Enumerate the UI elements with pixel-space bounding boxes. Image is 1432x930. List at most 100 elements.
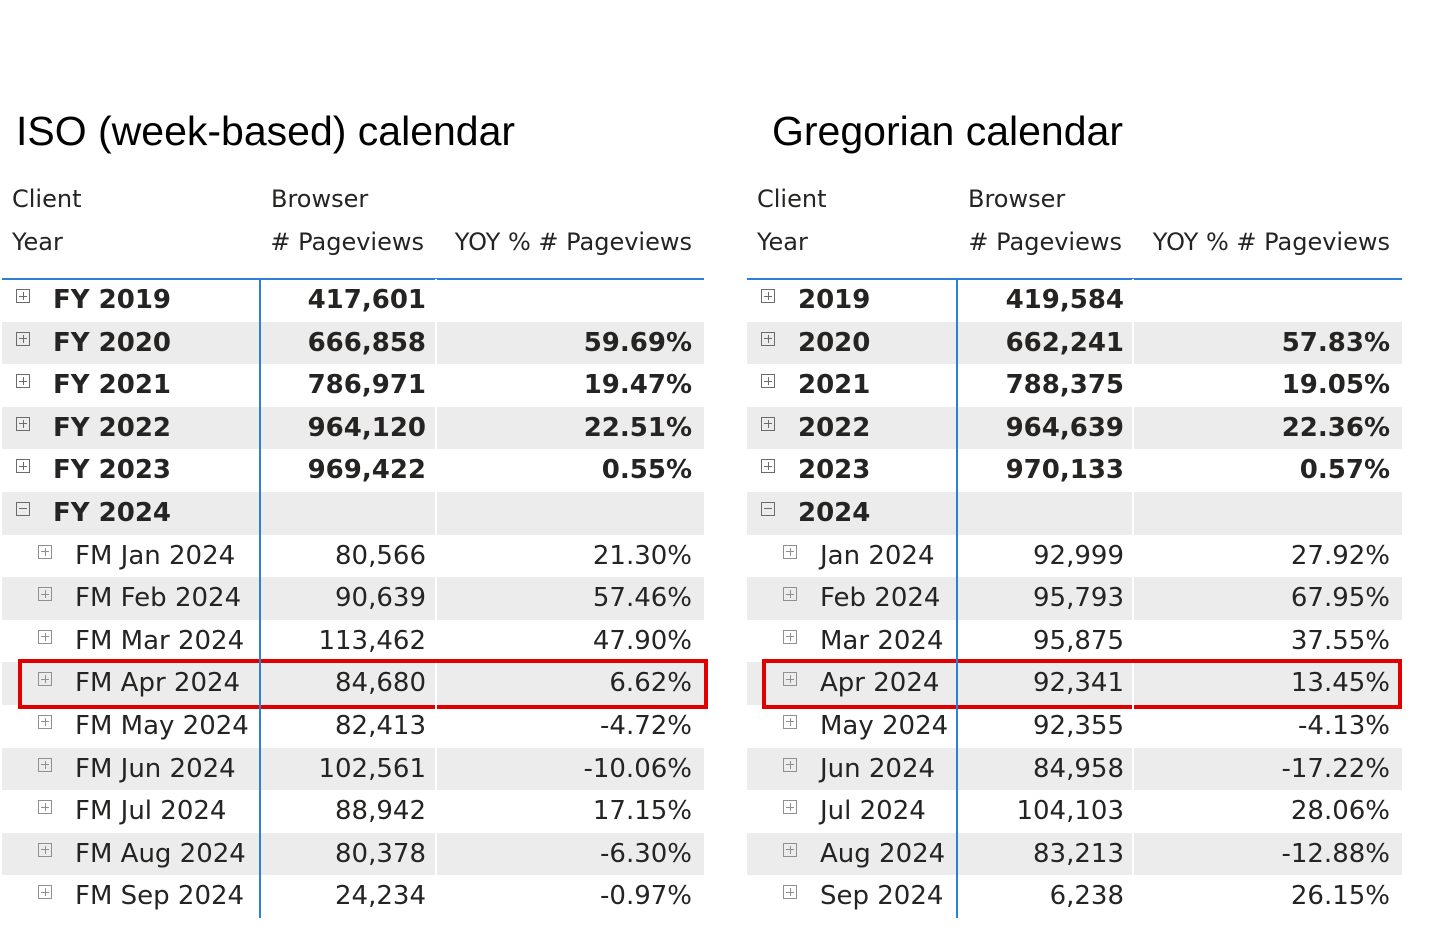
table-row[interactable]: FM Aug 2024 80,378 -6.30% (2, 832, 704, 876)
table-row[interactable]: FM Mar 2024 113,462 47.90% (2, 619, 704, 663)
expand-icon[interactable] (761, 289, 775, 303)
table-row[interactable]: FM Sep 2024 24,234 -0.97% (2, 875, 704, 918)
column-header-pageviews[interactable]: # Pageviews (270, 228, 424, 256)
yoy-cell: -17.22% (1281, 753, 1390, 784)
expand-icon[interactable] (783, 757, 797, 772)
table-row[interactable]: FY 2022 964,120 22.51% (2, 406, 704, 450)
expand-icon[interactable] (38, 842, 52, 857)
yoy-cell: 0.57% (1299, 455, 1390, 486)
column-header-pageviews[interactable]: # Pageviews (968, 228, 1122, 256)
row-header-divider (259, 280, 261, 918)
cell-separator (1132, 279, 1134, 322)
cell-separator (435, 449, 437, 492)
column-header-client[interactable]: Client (757, 185, 827, 213)
pageviews-cell: 417,601 (307, 285, 426, 315)
table-row[interactable]: FM Jun 2024 102,561 -10.06% (2, 747, 704, 791)
table-row[interactable]: Sep 2024 6,238 26.15% (747, 875, 1402, 918)
expand-icon[interactable] (38, 800, 52, 815)
pageviews-cell: 419,584 (1005, 285, 1124, 315)
pageviews-cell: 964,120 (307, 412, 426, 443)
expand-icon[interactable] (38, 672, 52, 687)
pageviews-cell: 84,680 (335, 668, 426, 699)
row-label: FM Feb 2024 (75, 583, 242, 614)
cell-separator (435, 279, 437, 322)
table-row[interactable]: Feb 2024 95,793 67.95% (747, 577, 1402, 620)
column-header-year[interactable]: Year (12, 228, 63, 256)
expand-icon[interactable] (783, 587, 797, 602)
cell-separator (435, 321, 437, 365)
column-header-browser[interactable]: Browser (271, 185, 369, 213)
expand-icon[interactable] (761, 416, 775, 431)
table-row[interactable]: 2022 964,639 22.36% (747, 406, 1402, 450)
collapse-icon[interactable] (16, 501, 30, 516)
table-row[interactable]: Jan 2024 92,999 27.92% (747, 534, 1402, 578)
table-row[interactable]: Apr 2024 92,341 13.45% (747, 662, 1402, 705)
table-row[interactable]: Mar 2024 95,875 37.55% (747, 619, 1402, 663)
column-header-browser[interactable]: Browser (968, 185, 1066, 213)
cell-separator (1132, 491, 1134, 535)
table-row[interactable]: Jul 2024 104,103 28.06% (747, 790, 1402, 833)
table-row[interactable]: FY 2023 969,422 0.55% (2, 449, 704, 492)
expand-icon[interactable] (761, 459, 775, 474)
table-row[interactable]: FM Jan 2024 80,566 21.30% (2, 534, 704, 578)
pageviews-cell: 84,958 (1033, 753, 1124, 784)
table-row[interactable]: 2020 662,241 57.83% (747, 321, 1402, 365)
table-row[interactable]: FM Jul 2024 88,942 17.15% (2, 790, 704, 833)
table-row[interactable]: 2024 (747, 491, 1402, 535)
header-divider (747, 278, 1402, 280)
expand-icon[interactable] (783, 800, 797, 815)
column-header-client[interactable]: Client (12, 185, 82, 213)
expand-icon[interactable] (783, 629, 797, 644)
table-row[interactable]: FM Feb 2024 90,639 57.46% (2, 577, 704, 620)
yoy-cell: 13.45% (1290, 668, 1390, 699)
expand-icon[interactable] (38, 885, 52, 900)
expand-icon[interactable] (783, 714, 797, 729)
expand-icon[interactable] (783, 885, 797, 900)
column-header-yoy[interactable]: YOY % # Pageviews (454, 228, 692, 256)
pageviews-cell: 82,413 (335, 710, 426, 741)
collapse-icon[interactable] (761, 501, 775, 516)
expand-icon[interactable] (16, 416, 30, 431)
table-row[interactable]: Jun 2024 84,958 -17.22% (747, 747, 1402, 791)
expand-icon[interactable] (38, 714, 52, 729)
expand-icon[interactable] (16, 459, 30, 474)
expand-icon[interactable] (38, 587, 52, 602)
column-header-yoy[interactable]: YOY % # Pageviews (1152, 228, 1390, 256)
expand-icon[interactable] (783, 672, 797, 687)
pageviews-cell: 786,971 (307, 370, 426, 401)
table-row[interactable]: FY 2019 417,601 (2, 279, 704, 322)
expand-icon[interactable] (761, 374, 775, 389)
expand-icon[interactable] (783, 842, 797, 857)
expand-icon[interactable] (16, 289, 30, 303)
expand-icon[interactable] (38, 757, 52, 772)
table-row[interactable]: May 2024 92,355 -4.13% (747, 704, 1402, 748)
row-label: FM Sep 2024 (75, 881, 245, 912)
pageviews-cell: 970,133 (1005, 455, 1124, 486)
table-row[interactable]: 2023 970,133 0.57% (747, 449, 1402, 492)
pageviews-cell: 95,875 (1033, 625, 1124, 656)
expand-icon[interactable] (38, 629, 52, 644)
expand-icon[interactable] (783, 544, 797, 559)
expand-icon[interactable] (16, 374, 30, 389)
expand-icon[interactable] (761, 331, 775, 346)
table-row[interactable]: FY 2020 666,858 59.69% (2, 321, 704, 365)
column-header-year[interactable]: Year (757, 228, 808, 256)
table-row[interactable]: Aug 2024 83,213 -12.88% (747, 832, 1402, 876)
expand-icon[interactable] (38, 544, 52, 559)
table-row[interactable]: FM May 2024 82,413 -4.72% (2, 704, 704, 748)
table-row[interactable]: 2021 788,375 19.05% (747, 364, 1402, 407)
pageviews-cell: 104,103 (1016, 796, 1124, 827)
row-label: 2019 (798, 285, 871, 315)
gregorian-calendar-matrix: Client Year Browser # Pageviews YOY % # … (747, 178, 1402, 918)
table-row[interactable]: FY 2021 786,971 19.47% (2, 364, 704, 407)
row-label: FM Jan 2024 (75, 540, 236, 571)
table-row[interactable]: FY 2024 (2, 491, 704, 535)
expand-icon[interactable] (16, 331, 30, 346)
row-label: Jun 2024 (820, 753, 936, 784)
table-row[interactable]: 2019 419,584 (747, 279, 1402, 322)
table-row[interactable]: FM Apr 2024 84,680 6.62% (2, 662, 704, 705)
row-label: 2020 (798, 327, 871, 358)
cell-separator (1132, 619, 1134, 663)
cell-separator (435, 832, 437, 876)
pageviews-cell: 90,639 (335, 583, 426, 614)
